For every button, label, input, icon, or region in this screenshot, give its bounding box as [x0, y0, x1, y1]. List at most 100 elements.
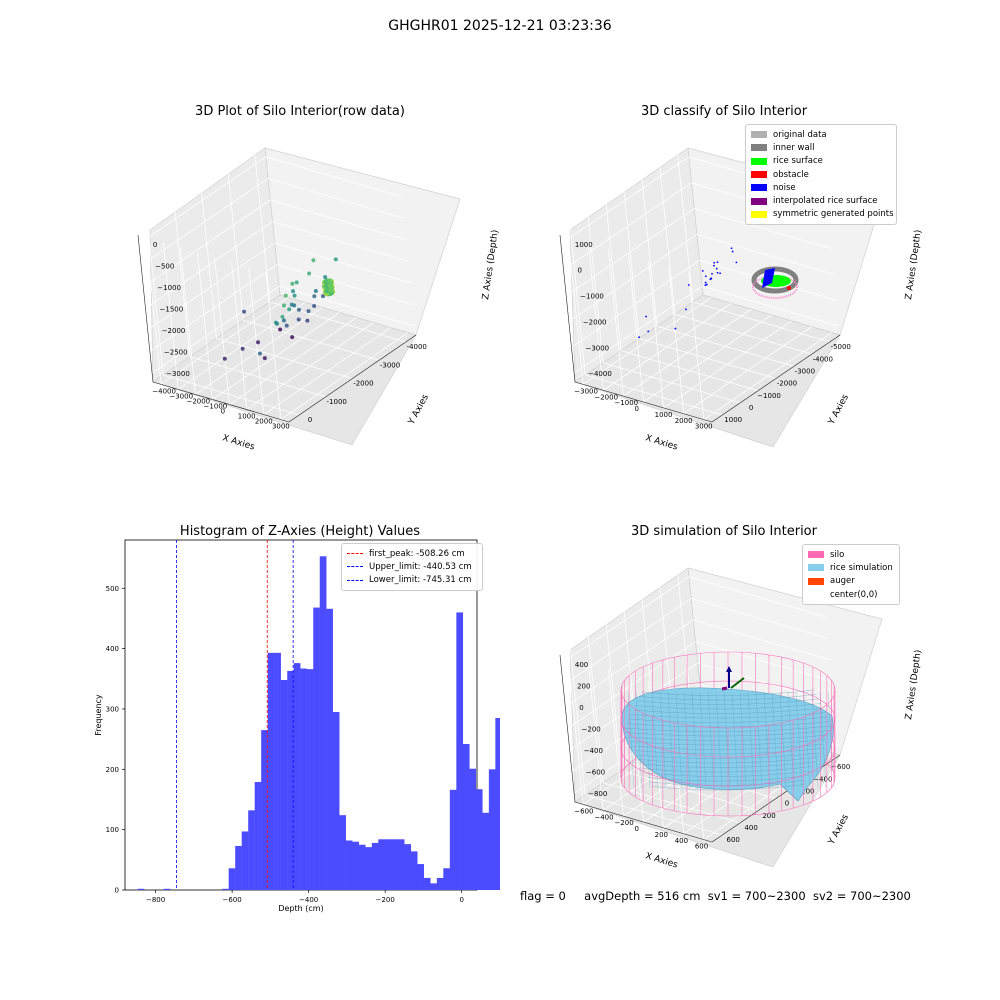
grid-line [143, 199, 407, 288]
raw-point [281, 318, 286, 323]
grid-line [641, 179, 795, 367]
sim-zlabel: Z Axies (Depth) [904, 649, 924, 720]
grid-line [567, 641, 833, 729]
histogram-bar [241, 831, 249, 890]
legend-item: Lower_limit: -745.31 cm [347, 574, 477, 587]
histogram-bar [293, 663, 301, 890]
noise-point [638, 336, 640, 339]
z-tick-label: −400 [584, 747, 603, 755]
noise-point [731, 250, 734, 253]
raw-point [287, 307, 292, 312]
grid-line [174, 209, 326, 398]
y-tick-label: 0 [115, 887, 119, 895]
raw-point [305, 318, 310, 323]
raw-point [275, 321, 280, 326]
raw-point [283, 293, 288, 298]
x-tick-label: -4000 [407, 343, 427, 351]
z-tick-label: −600 [586, 769, 605, 777]
y-tick-label: −2000 [186, 398, 210, 406]
grid-line [254, 154, 406, 343]
auger-arrows [721, 666, 745, 691]
legend-item: original data [751, 128, 891, 141]
z-tick-label: 0 [578, 267, 582, 275]
ring-point [328, 283, 333, 288]
histogram-bar [287, 670, 294, 890]
x-tick-label: -4000 [813, 355, 833, 363]
noise-point [674, 327, 677, 330]
legend-swatch [808, 591, 824, 599]
raw-point [321, 294, 326, 299]
z-tick-label: 0 [579, 704, 583, 712]
z-tick-label: 400 [575, 661, 588, 669]
raw-point [284, 323, 289, 328]
histogram-legend: first_peak: -508.26 cm Upper_limit: -440… [341, 543, 483, 591]
raw-point [278, 327, 283, 332]
histogram-bar [254, 781, 262, 890]
grid-line [149, 264, 414, 352]
mesh-line [699, 691, 707, 789]
raw-points [222, 257, 338, 361]
grid-line [605, 203, 759, 392]
histogram-title: Histogram of Z-Axies (Height) Values [179, 524, 421, 539]
noise-point [715, 267, 718, 270]
x-tick-label: 200 [762, 812, 775, 820]
histogram-bar [462, 743, 470, 890]
sim-xlabel: X Axies [644, 851, 679, 870]
histogram-bar [371, 842, 379, 890]
mesh-line [715, 691, 723, 789]
histogram-bar [410, 851, 418, 890]
legend-item: noise [751, 181, 891, 194]
z-tick-label: −500 [155, 262, 174, 270]
interpolated-ring [752, 275, 798, 299]
legend-swatch [751, 184, 767, 192]
raw-tick-labels: -4000-3000-2000-100003000200010000−1000−… [152, 241, 427, 431]
ring-point [328, 288, 334, 293]
mesh-line [643, 691, 651, 789]
legend-item: auger [808, 575, 894, 588]
histogram-bar [436, 877, 444, 890]
legend-label: original data [773, 129, 827, 140]
legend-swatch [808, 564, 824, 572]
mesh-line [755, 691, 763, 789]
noise-point [730, 247, 733, 250]
x-tick-label: −800 [146, 896, 165, 904]
z-tick-label: −800 [588, 790, 607, 798]
grid-line [623, 191, 777, 379]
x-tick-label: 600 [727, 836, 740, 844]
mesh-line [637, 698, 819, 705]
x-tick-label: -3000 [380, 361, 400, 369]
mesh-line [641, 689, 815, 696]
mesh-line [632, 707, 824, 714]
noise-point [685, 308, 687, 311]
y-tick-label: 300 [106, 705, 119, 713]
simulation-tick-labels: −600−400−20002004006006004002000−200−400… [574, 661, 850, 851]
raw-point [280, 314, 285, 319]
legend-line [347, 553, 363, 555]
legend-swatch [751, 171, 767, 179]
histogram-ylabel: Frequency [94, 694, 103, 736]
legend-label: auger [830, 576, 855, 587]
noise-point [716, 261, 719, 264]
legend-item: first_peak: -508.26 cm [347, 547, 477, 560]
sim-ylabel: Y Axies [826, 813, 851, 848]
grid-line [568, 233, 834, 322]
ring-point [327, 278, 333, 284]
raw-point [262, 356, 267, 361]
noise-point [704, 284, 707, 287]
z-tick-label: 0 [153, 241, 157, 249]
histogram-bar [300, 668, 307, 890]
mesh-line [626, 721, 830, 728]
z-tick-label: 1000 [575, 241, 593, 249]
y-tick-label: −400 [594, 813, 613, 821]
classify-silo-cluster [751, 266, 799, 299]
grid-line [565, 619, 831, 708]
mesh-line [667, 691, 675, 789]
histogram-bar [267, 652, 275, 890]
y-tick-label: −1000 [614, 399, 638, 407]
x-tick-label: −400 [299, 896, 318, 904]
grid-line [147, 227, 300, 416]
histogram-bar [163, 888, 171, 890]
x-tick-label: −200 [795, 788, 814, 796]
mesh-line [628, 716, 828, 723]
mesh-line [779, 691, 787, 789]
